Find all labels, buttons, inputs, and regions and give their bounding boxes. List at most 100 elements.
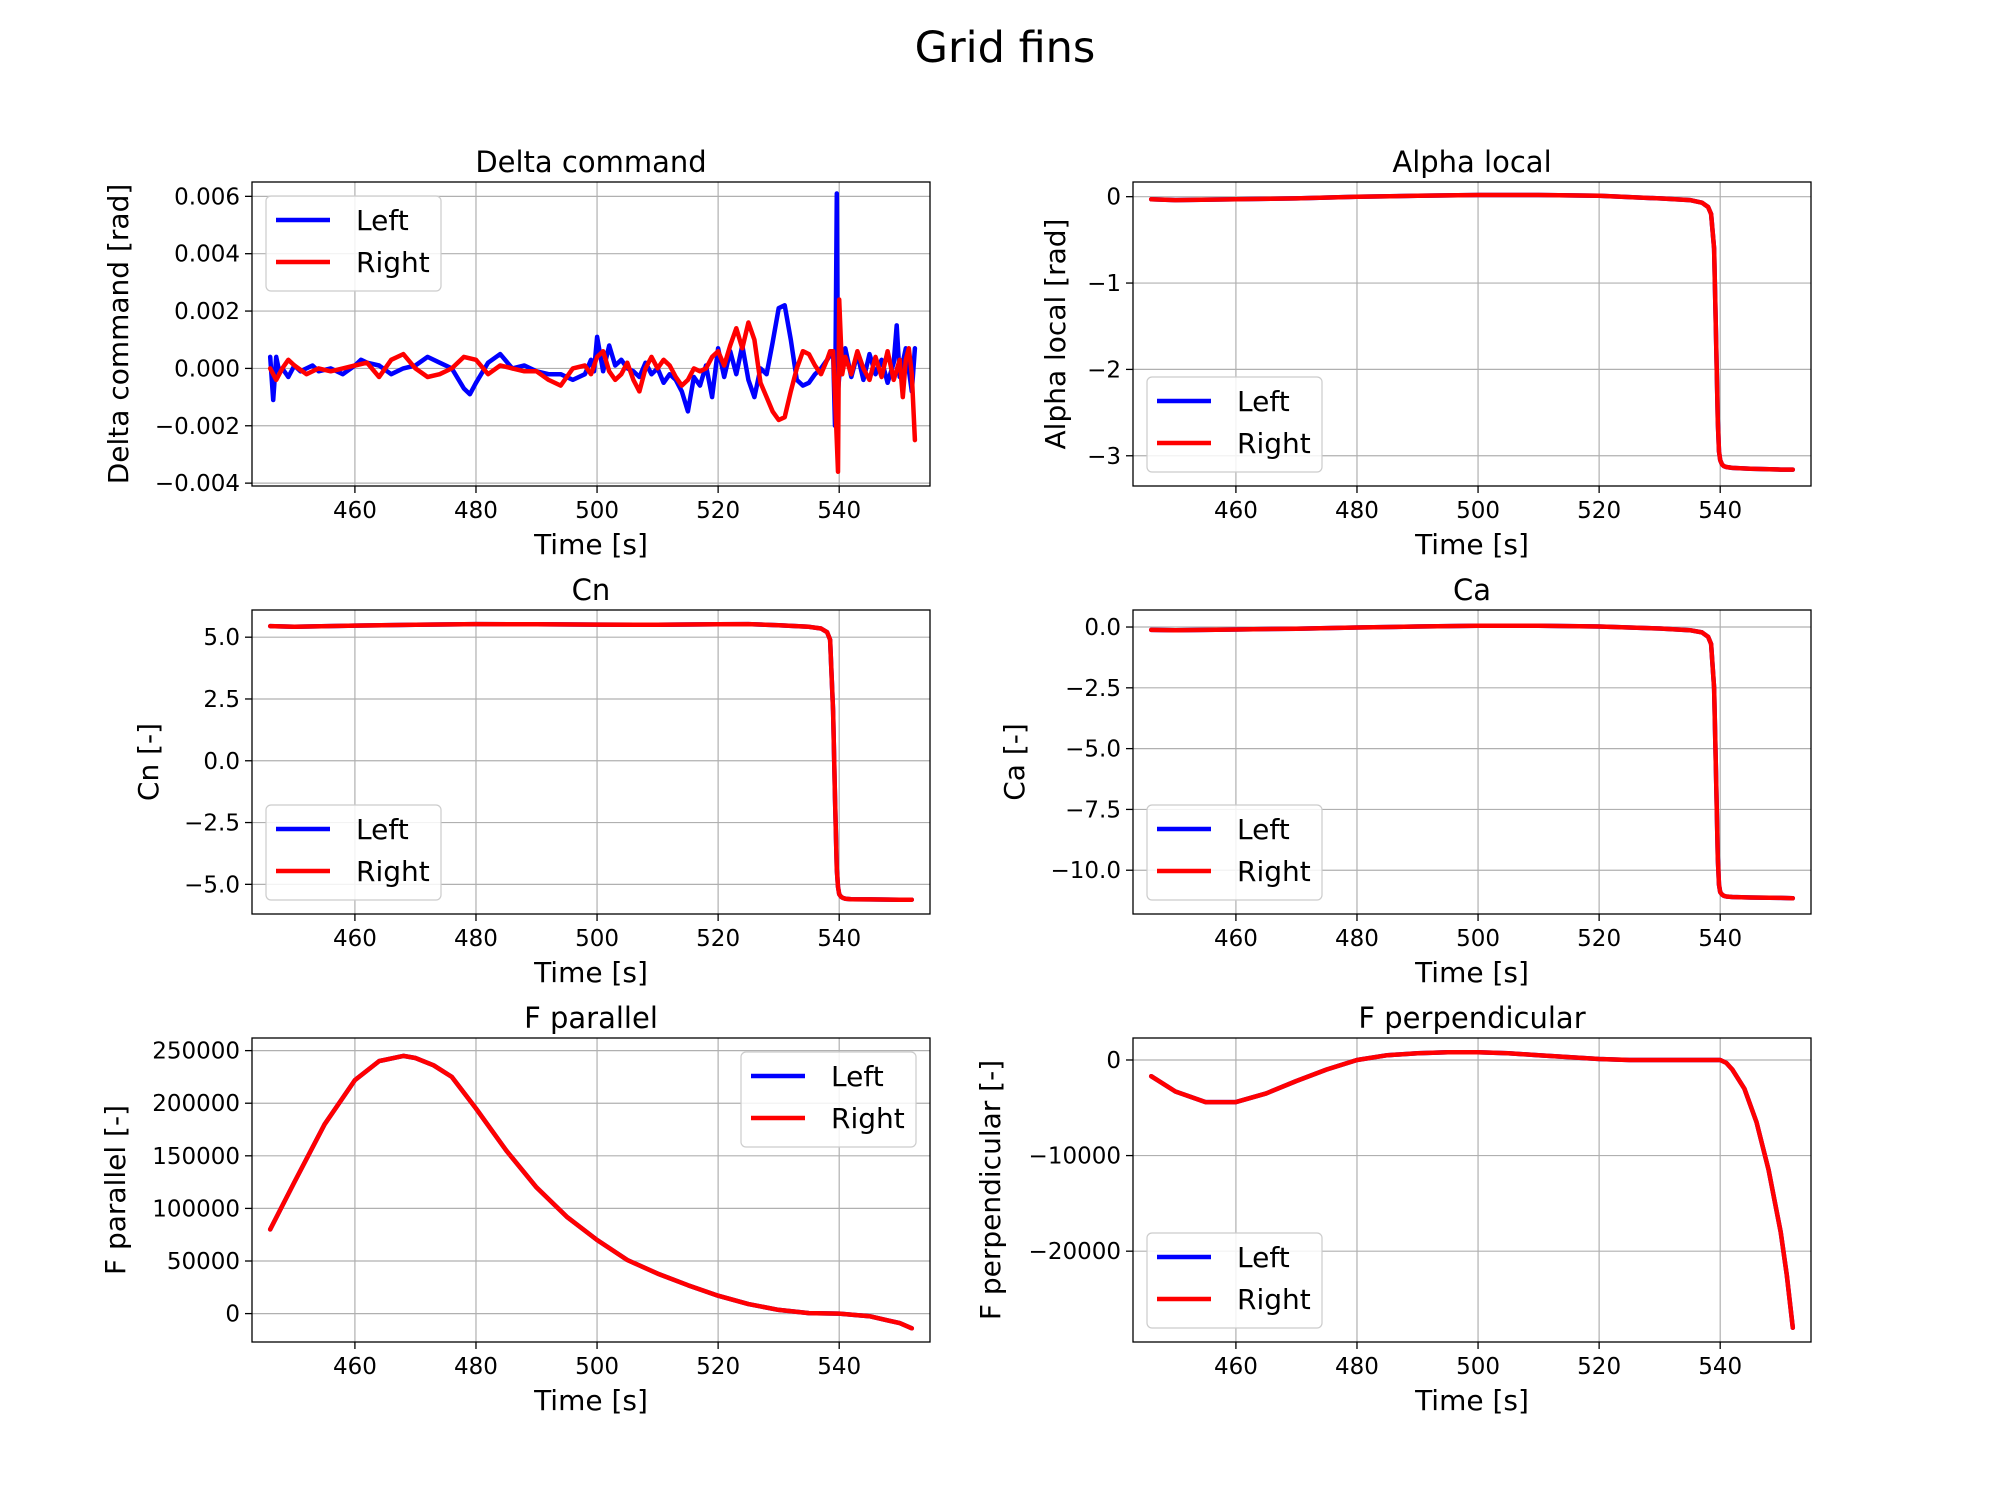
x-tick-label: 540 [1698, 1354, 1742, 1380]
x-tick-label: 460 [1214, 926, 1258, 952]
x-tick-label: 480 [1335, 498, 1379, 524]
y-axis-label: Cn [-] [132, 723, 165, 801]
x-tick-label: 520 [696, 1354, 740, 1380]
x-tick-label: 540 [817, 1354, 861, 1380]
y-tick-label: −5.0 [184, 872, 240, 898]
y-tick-label: −2.5 [1065, 676, 1121, 702]
y-tick-label: 50000 [167, 1249, 240, 1275]
x-axis-label: Time [s] [533, 528, 648, 561]
x-tick-label: 460 [333, 498, 377, 524]
x-tick-label: 480 [454, 926, 498, 952]
y-axis-label: Ca [-] [998, 723, 1031, 801]
legend: Left Right [1146, 804, 1323, 901]
x-tick-label: 520 [696, 926, 740, 952]
y-tick-label: −0.004 [155, 471, 240, 497]
y-tick-label: −1 [1087, 271, 1121, 297]
y-tick-label: −3 [1087, 444, 1121, 470]
y-tick-label: −20000 [1029, 1239, 1121, 1265]
x-tick-label: 460 [333, 926, 377, 952]
subplot-3: 460 480 500 520 540 5.0 2.5 0.0 −2.5 −5.0 Cn Time [… [132, 573, 931, 989]
y-tick-label: 0.006 [174, 184, 240, 210]
x-tick-label: 520 [1577, 498, 1621, 524]
y-tick-label: 250000 [152, 1039, 240, 1065]
x-tick-label: 460 [1214, 1354, 1258, 1380]
legend-label-left: Left [1237, 813, 1290, 846]
x-axis-label: Time [s] [533, 956, 648, 989]
subplot-title: Cn [572, 573, 611, 607]
legend-label-right: Right [831, 1102, 905, 1135]
x-tick-label: 500 [1456, 926, 1500, 952]
subplot-title: Ca [1453, 573, 1491, 607]
series-line-right [1148, 192, 1796, 472]
legend-label-right: Right [1237, 1283, 1311, 1316]
subplot-title: F perpendicular [1358, 1001, 1585, 1035]
legend: Left Right [265, 804, 442, 901]
x-tick-label: 500 [575, 1354, 619, 1380]
subplot-title: Delta command [475, 145, 706, 179]
subplot-title: F parallel [524, 1001, 658, 1035]
x-axis-label: Time [s] [533, 1384, 648, 1417]
y-tick-label: 5.0 [203, 625, 240, 651]
x-axis-label: Time [s] [1414, 1384, 1529, 1417]
y-tick-label: 0.004 [174, 242, 240, 268]
legend-label-left: Left [356, 204, 409, 237]
y-tick-label: 100000 [152, 1196, 240, 1222]
y-tick-label: 0.000 [174, 356, 240, 382]
y-tick-label: 0.0 [1084, 615, 1121, 641]
subplot-4: 460 480 500 520 540 0.0 −2.5 −5.0 −7.5 −10.0 Ca Tim… [998, 573, 1812, 989]
subplot-6: 460 480 500 520 540 0 −10000 −20000 F perpendicu… [974, 1001, 1812, 1417]
x-tick-label: 540 [817, 498, 861, 524]
figure-title: Grid fins [915, 23, 1096, 73]
y-tick-label: −2 [1087, 357, 1121, 383]
y-axis-label: F perpendicular [-] [974, 1060, 1007, 1320]
x-tick-label: 540 [817, 926, 861, 952]
subplot-grid: 460 480 500 520 540−0.004−0.0020.0000.0020.0… [99, 145, 1812, 1417]
subplot-title: Alpha local [1392, 145, 1551, 179]
x-tick-label: 460 [1214, 498, 1258, 524]
legend-label-right: Right [356, 246, 430, 279]
x-tick-label: 500 [1456, 1354, 1500, 1380]
x-tick-label: 540 [1698, 498, 1742, 524]
y-tick-label: 0.002 [174, 299, 240, 325]
legend: Left Right [740, 1051, 917, 1148]
legend-label-left: Left [1237, 385, 1290, 418]
x-axis-label: Time [s] [1414, 528, 1529, 561]
y-tick-label: 200000 [152, 1091, 240, 1117]
y-tick-label: −2.5 [184, 811, 240, 837]
series-line-right [267, 1053, 915, 1331]
legend: Left Right [265, 195, 442, 292]
series-line-right [267, 297, 918, 474]
x-tick-label: 460 [333, 1354, 377, 1380]
legend: Left Right [1146, 376, 1323, 473]
legend-label-left: Left [356, 813, 409, 846]
y-tick-label: 2.5 [203, 687, 240, 713]
subplot-5: 460 480 500 520 540 250000 200000 150000 100000 5… [99, 1001, 931, 1417]
y-tick-label: 0 [1106, 185, 1121, 211]
x-tick-label: 480 [1335, 1354, 1379, 1380]
subplot-2: 460 480 500 520 540 0 −1 −2 −3 Alpha local Time [s… [1039, 145, 1812, 561]
series-line-right [267, 621, 915, 902]
x-tick-label: 480 [1335, 926, 1379, 952]
x-axis-label: Time [s] [1414, 956, 1529, 989]
axes-frame [1132, 181, 1812, 487]
y-tick-label: 0 [225, 1302, 240, 1328]
legend-label-right: Right [1237, 855, 1311, 888]
y-axis-label: Alpha local [rad] [1039, 219, 1072, 450]
axes-frame [251, 1037, 931, 1343]
y-tick-label: −0.002 [155, 414, 240, 440]
x-tick-label: 500 [575, 498, 619, 524]
x-tick-label: 480 [454, 498, 498, 524]
x-tick-label: 500 [575, 926, 619, 952]
series-line-right [1148, 1050, 1796, 1330]
legend-label-left: Left [831, 1060, 884, 1093]
x-tick-label: 520 [1577, 1354, 1621, 1380]
y-axis-label: F parallel [-] [99, 1105, 132, 1275]
y-tick-label: 0 [1106, 1048, 1121, 1074]
legend-label-right: Right [1237, 427, 1311, 460]
legend-label-left: Left [1237, 1241, 1290, 1274]
x-tick-label: 520 [1577, 926, 1621, 952]
x-tick-label: 520 [696, 498, 740, 524]
y-tick-label: −5.0 [1065, 737, 1121, 763]
y-tick-label: −7.5 [1065, 797, 1121, 823]
